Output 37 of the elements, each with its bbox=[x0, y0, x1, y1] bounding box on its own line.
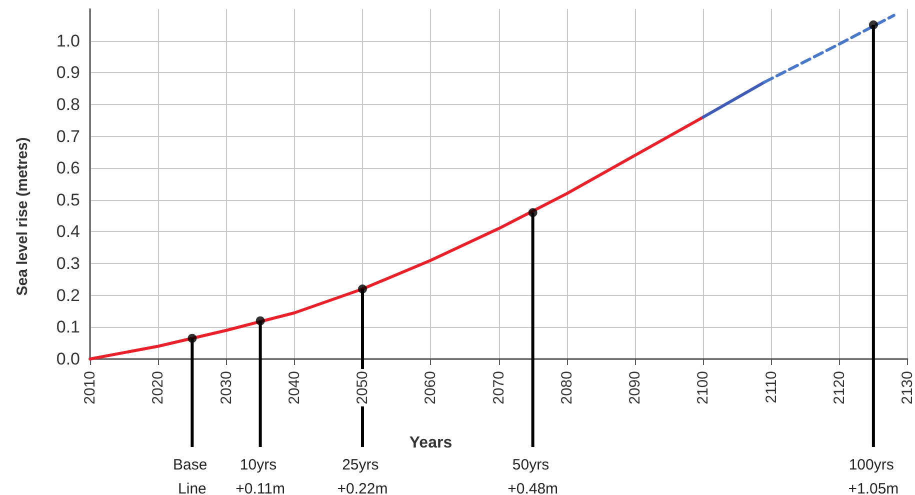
x-tick-label: 2100 bbox=[694, 371, 712, 404]
y-axis-title: Sea level rise (metres) bbox=[14, 137, 31, 296]
annotation: 100yrs +1.05m bbox=[848, 456, 899, 495]
annotation: 25yrs +0.22m bbox=[337, 456, 388, 495]
annotation: 50yrs +0.48m bbox=[508, 456, 558, 495]
y-tick-label: 0.0 bbox=[56, 350, 80, 368]
point bbox=[188, 334, 197, 343]
line-series bbox=[88, 116, 705, 360]
x-tick-label: 2070 bbox=[490, 371, 508, 404]
point bbox=[256, 316, 265, 326]
x-tick-label: 2090 bbox=[626, 371, 644, 404]
x-axis-title: Years bbox=[409, 434, 452, 452]
annotation: 10yrs +0.11m bbox=[236, 456, 285, 495]
y-tick-label: 0.1 bbox=[56, 318, 80, 337]
annotation: Base Line bbox=[173, 456, 212, 495]
x-tick-label: 2040 bbox=[286, 371, 303, 404]
y-tick-label: 0.7 bbox=[56, 126, 80, 146]
x-tick-label: 2110 bbox=[762, 371, 780, 404]
y-tick-label: 0.5 bbox=[56, 190, 80, 210]
y-tick-label: 0.2 bbox=[56, 286, 80, 305]
y-tick-label: 0.8 bbox=[56, 94, 80, 114]
point bbox=[528, 208, 538, 218]
y-tick-label: 0.3 bbox=[56, 254, 80, 274]
x-tick-label: 2020 bbox=[150, 371, 167, 404]
x-tick-label: 2120 bbox=[830, 371, 848, 404]
point bbox=[358, 284, 367, 294]
x-tick-label: 2080 bbox=[558, 371, 576, 404]
y-tick-label: 0.9 bbox=[56, 63, 80, 82]
y-tick-label: 0.4 bbox=[56, 222, 80, 242]
x-tick-label: 2060 bbox=[422, 371, 440, 404]
y-tick-label: 0.6 bbox=[56, 158, 80, 178]
x-tick-label: 2130 bbox=[899, 371, 915, 404]
x-tick-label: 2010 bbox=[82, 371, 98, 404]
y-tick-label: 1.0 bbox=[56, 31, 80, 50]
x-tick-label: 2050 bbox=[354, 371, 371, 404]
x-tick-label: 2030 bbox=[218, 371, 235, 404]
point bbox=[868, 20, 878, 30]
